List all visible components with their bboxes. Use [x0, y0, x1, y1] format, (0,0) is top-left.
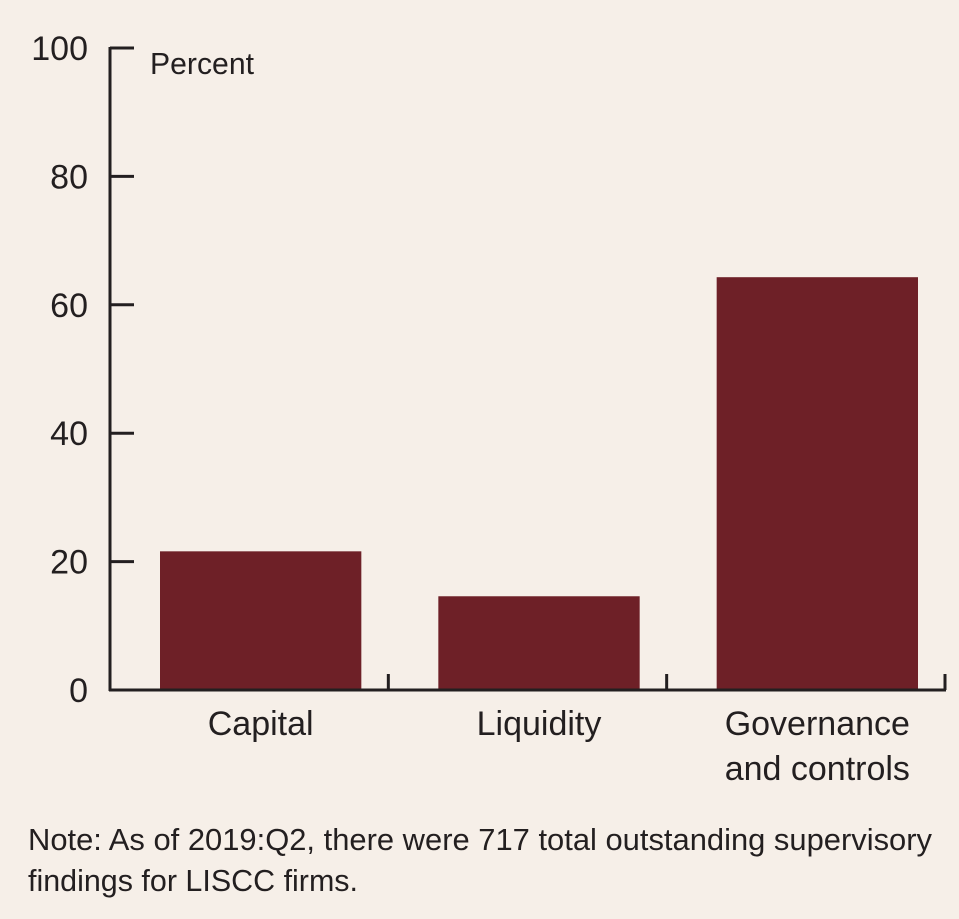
note-line-2: findings for LISCC firms. [28, 863, 358, 898]
x-category-label: Capital [208, 705, 314, 743]
bar-capital [160, 551, 362, 690]
x-category-label: Liquidity [477, 705, 602, 743]
x-category-label: and controls [725, 750, 910, 788]
y-tick-label: 100 [31, 30, 88, 68]
y-tick-label: 20 [50, 544, 88, 582]
x-category-label: Governance [725, 705, 910, 743]
y-tick-label: 40 [50, 415, 88, 453]
bar-liquidity [438, 596, 640, 690]
note-line-1: Note: As of 2019:Q2, there were 717 tota… [28, 822, 932, 857]
bar-governance [716, 277, 918, 690]
y-tick-label: 80 [50, 158, 88, 196]
y-tick-label: 0 [69, 672, 88, 710]
y-tick-label: 60 [50, 287, 88, 325]
y-axis-unit-label: Percent [150, 46, 254, 81]
